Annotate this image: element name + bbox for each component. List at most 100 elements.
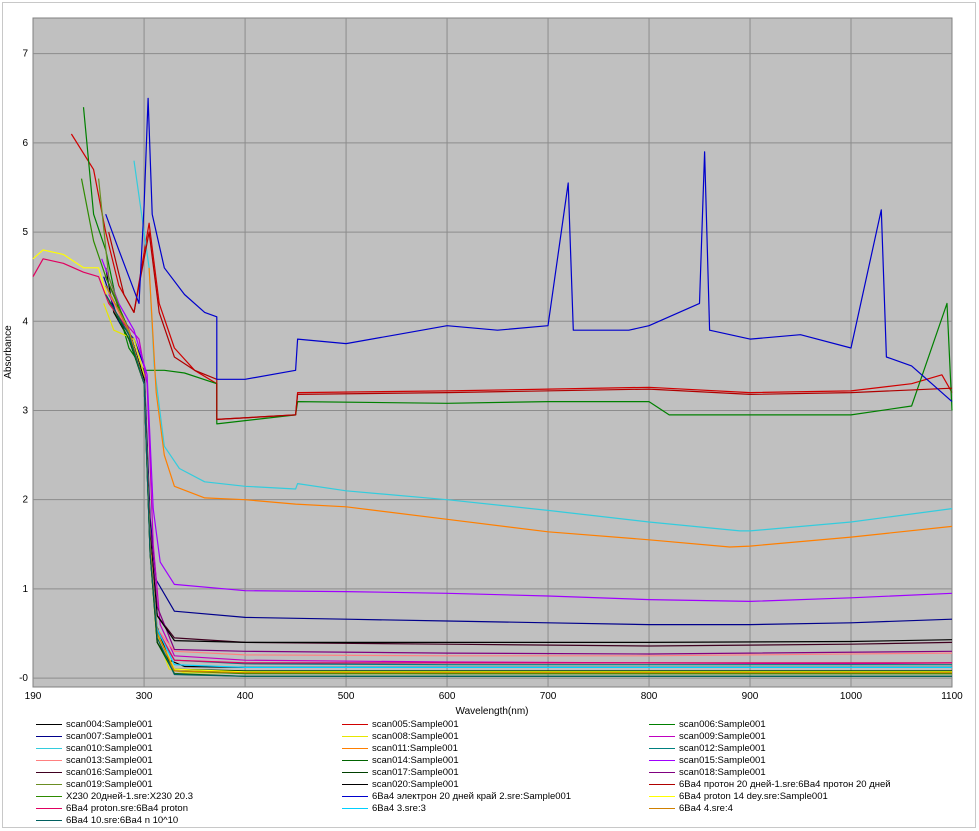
legend-swatch <box>649 771 675 773</box>
x-tick-label: 400 <box>237 691 254 702</box>
y-tick-label: 5 <box>22 227 28 238</box>
series-line-12 <box>101 258 953 603</box>
plot-area <box>32 17 953 688</box>
legend-swatch <box>342 747 368 749</box>
x-tick-label: 1100 <box>941 691 963 702</box>
x-axis-title: Wavelength(nm) <box>456 706 529 717</box>
legend-swatch <box>342 759 368 761</box>
legend-swatch <box>36 807 62 809</box>
legend: scan004:Sample001 scan005:Sample001 scan00… <box>0 718 979 831</box>
legend-swatch <box>36 735 62 737</box>
legend-label: scan017:Sample001 <box>372 766 459 778</box>
legend-label: 6Ba4 электрон 20 дней край 2.sre:Sample0… <box>372 790 572 802</box>
legend-item: scan005:Sample001 <box>342 718 459 730</box>
legend-item: 6Ba4 3.sre:3 <box>342 802 426 814</box>
y-axis-ticks: -0 1 2 3 4 5 6 7 <box>19 49 28 684</box>
legend-swatch <box>36 783 62 785</box>
legend-swatch <box>36 795 62 797</box>
legend-label: scan011:Sample001 <box>372 742 458 754</box>
legend-label: scan020:Sample001 <box>372 778 459 790</box>
y-axis-title: Absorbance <box>3 325 14 379</box>
legend-item: scan012:Sample001 <box>649 742 766 754</box>
y-tick-label: 1 <box>22 584 28 595</box>
legend-label: scan012:Sample001 <box>679 742 766 754</box>
legend-item: scan020:Sample001 <box>342 778 459 790</box>
legend-label: scan007:Sample001 <box>66 730 153 742</box>
legend-label: scan014:Sample001 <box>372 754 459 766</box>
legend-item: 6Ba4 10.sre:6Ba4 n 10^10 <box>36 814 178 826</box>
x-tick-label: 1000 <box>840 691 863 702</box>
legend-label: 6Ba4 протон 20 дней-1.sre:6Ba4 протон 20… <box>679 778 891 790</box>
legend-label: 6Ba4 3.sre:3 <box>372 802 426 814</box>
x-tick-label: 500 <box>338 691 355 702</box>
legend-swatch <box>36 747 62 749</box>
y-tick-label: 7 <box>22 49 28 60</box>
legend-item: scan010:Sample001 <box>36 742 153 754</box>
series-line-18 <box>108 231 953 420</box>
legend-label: 6Ba4 4.sre:4 <box>679 802 733 814</box>
y-tick-label: -0 <box>19 673 28 684</box>
x-tick-label: 300 <box>136 691 153 702</box>
x-tick-label: 900 <box>742 691 759 702</box>
legend-item: scan004:Sample001 <box>36 718 153 730</box>
x-tick-label: 600 <box>439 691 456 702</box>
legend-item: scan007:Sample001 <box>36 730 153 742</box>
legend-label: 6Ba4 proton 14 dey.sre:Sample001 <box>679 790 828 802</box>
legend-item: 6Ba4 протон 20 дней-1.sre:6Ba4 протон 20… <box>649 778 891 790</box>
y-tick-label: 3 <box>22 405 28 416</box>
legend-swatch <box>36 723 62 725</box>
legend-label: scan019:Sample001 <box>66 778 153 790</box>
x-tick-label: 800 <box>641 691 658 702</box>
legend-item: scan008:Sample001 <box>342 730 459 742</box>
legend-item: scan019:Sample001 <box>36 778 153 790</box>
legend-item: scan015:Sample001 <box>649 754 766 766</box>
legend-swatch <box>649 747 675 749</box>
legend-label: scan006:Sample001 <box>679 718 766 730</box>
legend-item: 6Ba4 4.sre:4 <box>649 802 733 814</box>
legend-item: scan017:Sample001 <box>342 766 459 778</box>
legend-label: scan004:Sample001 <box>66 718 153 730</box>
legend-item: scan016:Sample001 <box>36 766 153 778</box>
legend-swatch <box>342 723 368 725</box>
y-tick-label: 2 <box>22 495 28 506</box>
y-tick-label: 6 <box>22 138 28 149</box>
legend-item: scan014:Sample001 <box>342 754 459 766</box>
legend-label: scan015:Sample001 <box>679 754 766 766</box>
series-line-17 <box>105 276 953 644</box>
legend-item: 6Ba4 proton 14 dey.sre:Sample001 <box>649 790 828 802</box>
series-line-4 <box>103 276 953 626</box>
legend-item: scan018:Sample001 <box>649 766 766 778</box>
grid <box>33 18 952 687</box>
x-tick-label: 190 <box>25 691 42 702</box>
legend-swatch <box>36 759 62 761</box>
legend-swatch <box>342 735 368 737</box>
legend-swatch <box>36 819 62 821</box>
chart: 190 300 400 500 600 700 800 900 1000 1100 -0 1 2 3 4 5… <box>3 17 964 717</box>
legend-label: scan005:Sample001 <box>372 718 459 730</box>
legend-label: 6Ba4 10.sre:6Ba4 n 10^10 <box>66 814 179 826</box>
legend-swatch <box>649 807 675 809</box>
legend-label: X230 20дней-1.sre:X230 20.3 <box>66 790 194 802</box>
legend-item: 6Ba4 proton.sre:6Ba4 proton <box>36 802 188 814</box>
legend-swatch <box>649 783 675 785</box>
legend-item: scan006:Sample001 <box>649 718 766 730</box>
legend-item: X230 20дней-1.sre:X230 20.3 <box>36 790 193 802</box>
x-tick-label: 700 <box>540 691 557 702</box>
legend-label: 6Ba4 proton.sre:6Ba4 proton <box>66 802 189 814</box>
legend-swatch <box>342 807 368 809</box>
x-axis-ticks: 190 300 400 500 600 700 800 900 1000 1100 <box>25 691 964 702</box>
legend-swatch <box>342 771 368 773</box>
legend-label: scan008:Sample001 <box>372 730 459 742</box>
legend-item: scan013:Sample001 <box>36 754 153 766</box>
legend-swatch <box>649 723 675 725</box>
legend-swatch <box>649 795 675 797</box>
legend-item: scan009:Sample001 <box>649 730 766 742</box>
legend-swatch <box>649 759 675 761</box>
legend-item: 6Ba4 электрон 20 дней край 2.sre:Sample0… <box>342 790 571 802</box>
legend-swatch <box>36 771 62 773</box>
legend-label: scan013:Sample001 <box>66 754 153 766</box>
series-line-20 <box>105 97 953 403</box>
legend-swatch <box>649 735 675 737</box>
legend-label: scan010:Sample001 <box>66 742 153 754</box>
series-line-25 <box>105 294 952 677</box>
